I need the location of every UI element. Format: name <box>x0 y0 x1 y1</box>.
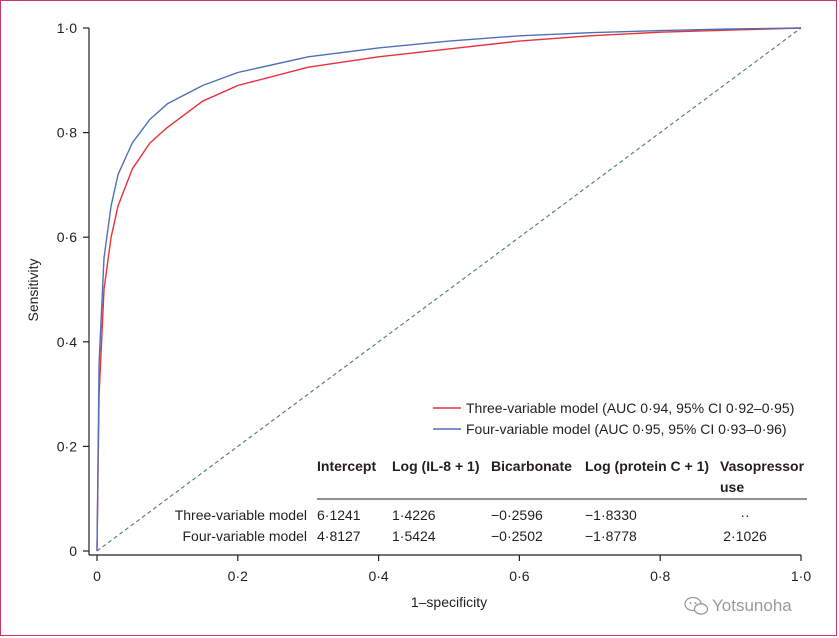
y-axis-label: Sensitivity <box>25 258 41 321</box>
axes <box>88 28 801 556</box>
four-variable-model-curve <box>96 27 802 552</box>
table-cell: 6·1241 <box>317 507 361 523</box>
table-cell: −1·8778 <box>585 528 637 544</box>
table-cell: 4·8127 <box>317 528 361 544</box>
x-tick-label: 0·8 <box>650 568 670 584</box>
table-header-cell: Log (IL-8 + 1) <box>392 458 480 474</box>
table-cell: −1·8330 <box>585 507 637 523</box>
table-row-label: Three-variable model <box>175 507 307 523</box>
y-tick-label: 0·2 <box>57 438 77 454</box>
table-header-cell: Intercept <box>317 458 376 474</box>
x-axis-label: 1–specificity <box>411 594 487 610</box>
axis-ticks: 0 0·2 0·4 0·6 0·8 1·0 0 0·2 0·4 0·6 0·8 1·0 <box>57 20 812 584</box>
table-row-label: Four-variable model <box>183 528 308 544</box>
y-tick-label: 1·0 <box>57 20 77 36</box>
y-tick-label: 0·4 <box>57 334 77 350</box>
three-variable-model-curve <box>96 27 802 552</box>
table-header-cell: Vasopressor <box>720 458 805 474</box>
table-header-cell: use <box>720 479 744 495</box>
table-header-cell: Bicarbonate <box>491 458 572 474</box>
table-header-cell: Log (protein C + 1) <box>585 458 709 474</box>
x-tick-label: 0·2 <box>228 568 248 584</box>
table-cell: 1·4226 <box>392 507 436 523</box>
x-tick-label: 1·0 <box>791 568 811 584</box>
table-cell: −0·2502 <box>491 528 543 544</box>
wechat-icon <box>684 596 709 615</box>
table-cell: −0·2596 <box>491 507 543 523</box>
x-tick-label: 0·6 <box>509 568 529 584</box>
coefficient-table: Intercept Log (IL-8 + 1) Bicarbonate Log (p… <box>175 458 807 544</box>
watermark: Yotsunoha <box>684 596 792 615</box>
legend: Three-variable model (AUC 0·94, 95% CI 0… <box>433 400 794 437</box>
series-lines <box>96 27 802 552</box>
watermark-text: Yotsunoha <box>712 596 792 615</box>
table-cell: 2·1026 <box>723 528 767 544</box>
y-tick-label: 0 <box>69 543 77 559</box>
legend-entry: Three-variable model (AUC 0·94, 95% CI 0… <box>466 400 794 416</box>
legend-entry: Four-variable model (AUC 0·95, 95% CI 0·… <box>466 421 787 437</box>
y-tick-label: 0·6 <box>57 229 77 245</box>
x-tick-label: 0 <box>93 568 101 584</box>
chance-diagonal-line <box>96 27 802 552</box>
table-cell: 1·5424 <box>392 528 436 544</box>
y-tick-label: 0·8 <box>57 125 77 141</box>
table-cell: ·· <box>740 507 749 523</box>
x-tick-label: 0·4 <box>368 568 388 584</box>
